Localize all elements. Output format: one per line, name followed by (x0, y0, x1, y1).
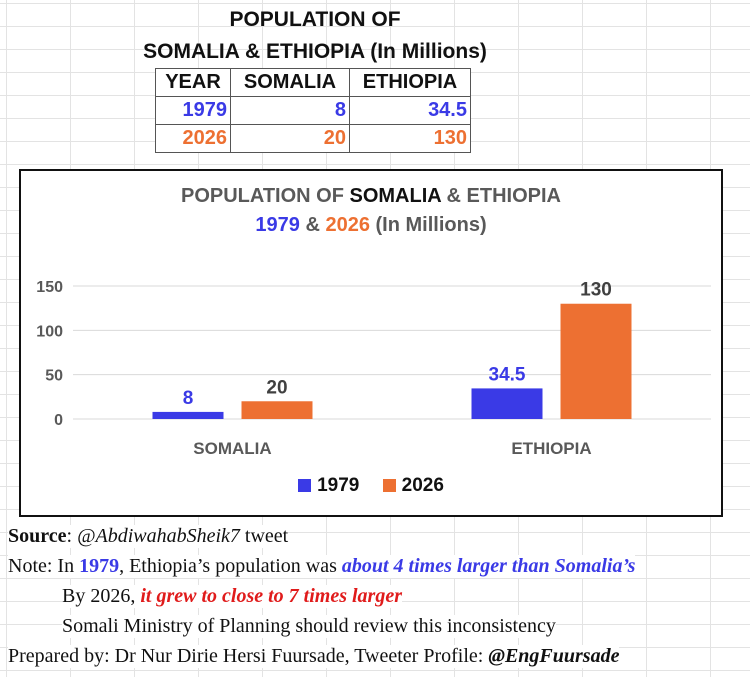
table-cell-somalia: 20 (230, 124, 350, 153)
page-title-line2: SOMALIA & ETHIOPIA (In Millions) (143, 40, 487, 63)
prepared-text: Prepared by: Dr Nur Dirie Hersi Fuursade… (8, 645, 489, 667)
table-header-row: YEAR SOMALIA ETHIOPIA (155, 68, 471, 97)
chart-title-part: SOMALIA (349, 185, 441, 207)
legend-item-2026: 2026 (382, 475, 444, 496)
chart-subtitle-part: (In Millions) (369, 214, 487, 236)
table-cell-ethiopia: 130 (349, 124, 471, 153)
table-cell-year: 1979 (155, 96, 231, 125)
note-line-2: By 2026, it grew to close to 7 times lar… (62, 585, 402, 608)
chart-subtitle: 1979 & 2026 (In Millions) (21, 214, 721, 237)
chart-subtitle-year1: 1979 (255, 214, 300, 236)
prepared-handle: @EngFuursade (488, 645, 620, 667)
note-prefix: Note: In (8, 555, 80, 577)
note-year: 1979 (79, 555, 120, 577)
note-emphasis: about 4 times larger than Somalia’s (341, 555, 636, 577)
bar-chart-svg: 0 50 100 150 8 20 SOMALIA 34.5 130 ETHIOPIA (36, 279, 711, 458)
table-row: 2026 20 130 (155, 124, 471, 153)
legend-swatch-2026 (382, 479, 396, 492)
note-line2-emphasis: it grew to close to 7 times larger (140, 585, 402, 607)
y-tick-label: 0 (54, 412, 63, 429)
bar-2026-somalia (241, 401, 313, 419)
source-sep: : (66, 525, 78, 547)
chart-title-part: & (440, 185, 467, 207)
table-header-ethiopia: ETHIOPIA (349, 68, 471, 97)
chart-container: POPULATION OF SOMALIA & ETHIOPIA 1979 & … (19, 169, 723, 517)
data-label: 20 (266, 377, 287, 398)
chart-subtitle-year2: 2026 (325, 214, 370, 236)
y-tick-label: 150 (36, 279, 63, 296)
source-handle: @AbdiwahabSheik7 (77, 525, 240, 547)
chart-legend: 1979 2026 (21, 475, 721, 497)
chart-subtitle-part: & (299, 214, 326, 236)
y-tick-label: 50 (45, 368, 63, 385)
table-row: 1979 8 34.5 (155, 96, 471, 125)
chart-title: POPULATION OF SOMALIA & ETHIOPIA (21, 185, 721, 208)
source-line: Source: @AbdiwahabSheik7 tweet (8, 525, 289, 548)
legend-swatch-1979 (298, 479, 312, 492)
table-cell-ethiopia: 34.5 (349, 96, 471, 125)
table-cell-somalia: 8 (230, 96, 350, 125)
source-rest: tweet (239, 525, 289, 547)
table-header-year: YEAR (155, 68, 231, 97)
note-line: Note: In 1979, Ethiopia’s population was… (8, 555, 636, 578)
y-tick-label: 100 (36, 323, 63, 340)
note-line-3: Somali Ministry of Planning should revie… (62, 615, 556, 638)
x-tick-label: SOMALIA (193, 439, 271, 458)
bar-1979-somalia (152, 411, 224, 419)
legend-item-1979: 1979 (298, 475, 359, 496)
prepared-by-line: Prepared by: Dr Nur Dirie Hersi Fuursade… (8, 645, 620, 668)
data-label: 8 (183, 388, 194, 409)
legend-label-1979: 1979 (317, 475, 360, 496)
data-label: 34.5 (489, 364, 526, 385)
note-line2-prefix: By 2026, (62, 585, 141, 607)
bar-1979-ethiopia (471, 388, 543, 419)
x-tick-label: ETHIOPIA (511, 439, 591, 458)
legend-label-2026: 2026 (401, 475, 444, 496)
page-title-line1: POPULATION OF (229, 8, 401, 31)
note-mid: , Ethiopia’s population was (119, 555, 342, 577)
chart-title-part: POPULATION OF (180, 185, 350, 207)
chart-title-part: ETHIOPIA (466, 185, 561, 207)
population-table: YEAR SOMALIA ETHIOPIA 1979 8 34.5 2026 2… (155, 68, 471, 153)
table-cell-year: 2026 (155, 124, 231, 153)
bar-2026-ethiopia (560, 303, 632, 419)
table-header-somalia: SOMALIA (230, 68, 350, 97)
source-label: Source (8, 525, 67, 547)
data-label: 130 (580, 280, 612, 301)
